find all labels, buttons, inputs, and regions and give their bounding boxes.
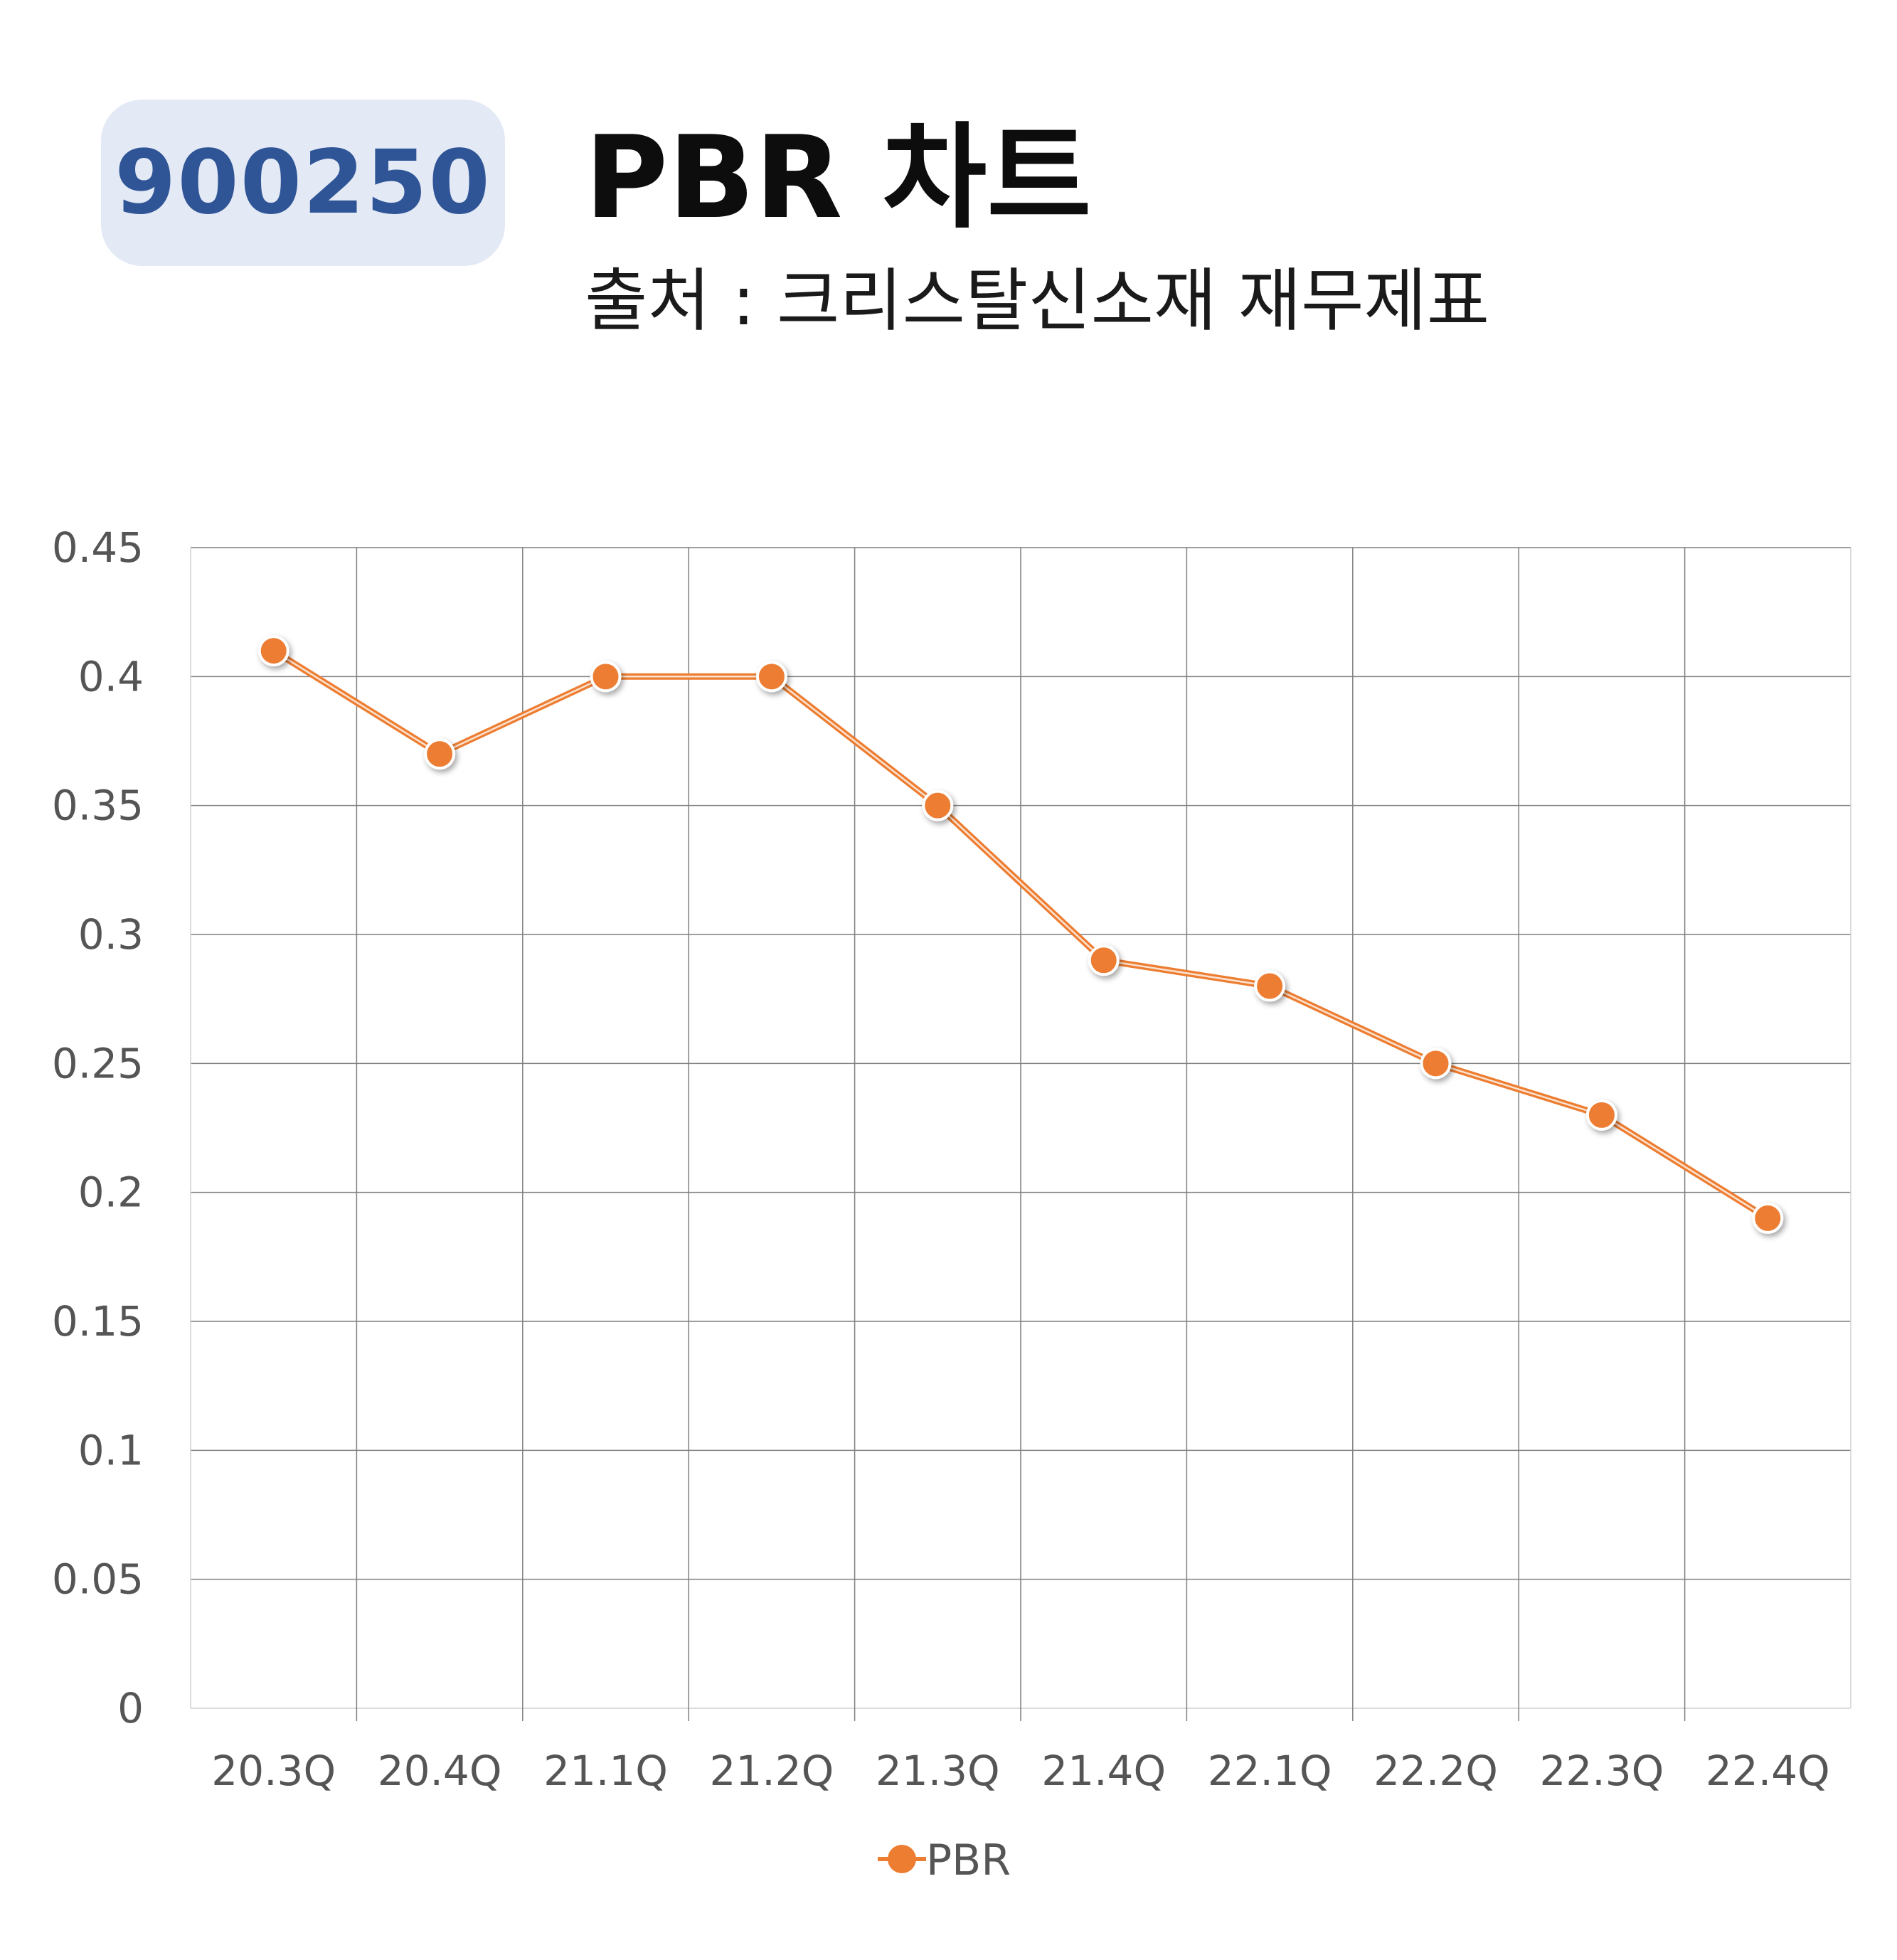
- x-tick-label: 22.1Q: [1208, 1747, 1332, 1795]
- x-tick-label: 22.3Q: [1540, 1747, 1664, 1795]
- chart-source-subtitle: 출처 : 크리스탈신소재 재무제표: [585, 261, 1490, 341]
- x-tick-label: 20.3Q: [211, 1747, 336, 1795]
- y-tick-label: 0.15: [52, 1297, 144, 1346]
- series-pbr: [257, 635, 1784, 1234]
- data-point: [424, 738, 456, 770]
- stock-code-badge: 900250: [101, 100, 505, 266]
- data-point: [755, 661, 787, 693]
- chart-grid: [190, 547, 1851, 1721]
- data-point: [922, 789, 954, 821]
- legend-label: PBR: [926, 1836, 1011, 1885]
- data-point: [1254, 970, 1286, 1002]
- data-point: [1088, 944, 1120, 976]
- data-point: [590, 661, 622, 693]
- y-tick-label: 0.4: [78, 652, 144, 701]
- y-axis: 0 0.05 0.1 0.15 0.2 0.25 0.3 0.35 0.4 0.45: [52, 523, 144, 1732]
- x-tick-label: 21.1Q: [543, 1747, 668, 1795]
- y-tick-label: 0.25: [52, 1039, 144, 1087]
- chart-legend: PBR: [878, 1836, 1011, 1885]
- x-tick-label: 22.2Q: [1373, 1747, 1498, 1795]
- chart-title: PBR 차트: [585, 111, 1092, 244]
- x-axis: 20.3Q 20.4Q 21.1Q 21.2Q 21.3Q 21.4Q 22.1Q 22.2Q…: [211, 1747, 1829, 1795]
- y-tick-label: 0.1: [78, 1426, 144, 1474]
- x-tick-label: 21.2Q: [710, 1747, 834, 1795]
- y-tick-label: 0.45: [52, 523, 144, 572]
- x-tick-label: 21.3Q: [876, 1747, 1000, 1795]
- data-point: [257, 635, 289, 667]
- y-tick-label: 0.3: [78, 910, 144, 959]
- data-point: [1585, 1099, 1617, 1131]
- y-tick-label: 0.35: [52, 782, 144, 830]
- y-tick-label: 0: [117, 1684, 144, 1732]
- y-tick-label: 0.05: [52, 1555, 144, 1604]
- x-tick-label: 21.4Q: [1041, 1747, 1166, 1795]
- data-point: [1752, 1202, 1784, 1234]
- data-point: [1420, 1048, 1452, 1080]
- x-tick-label: 20.4Q: [378, 1747, 502, 1795]
- x-tick-label: 22.4Q: [1706, 1747, 1830, 1795]
- y-tick-label: 0.2: [78, 1168, 144, 1217]
- legend-marker: [888, 1845, 916, 1873]
- series-line-highlight: [273, 650, 1768, 1219]
